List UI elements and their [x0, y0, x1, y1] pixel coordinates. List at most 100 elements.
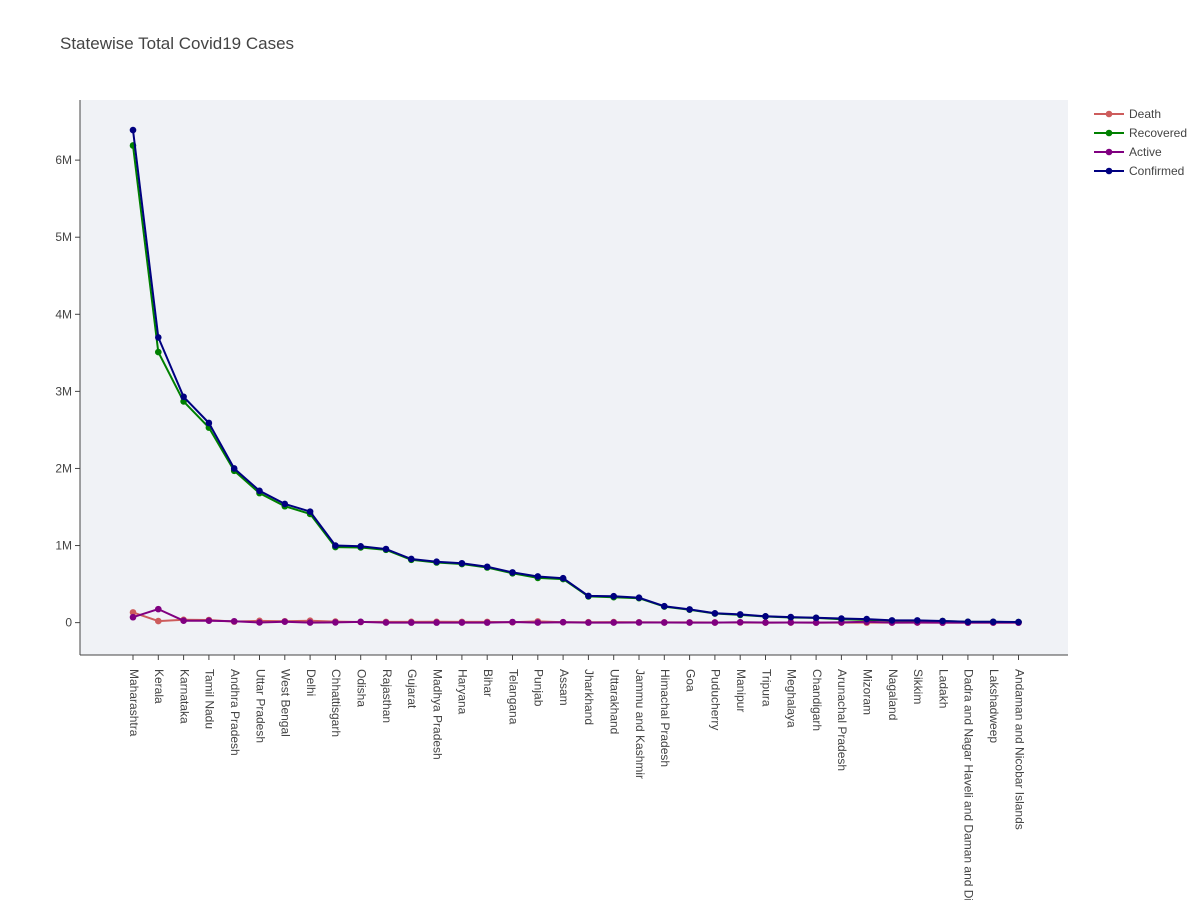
- data-point-death[interactable]: [155, 617, 162, 625]
- data-point-confirmed[interactable]: [964, 618, 972, 626]
- data-point-active[interactable]: [534, 619, 542, 626]
- data-point-confirmed[interactable]: [661, 602, 668, 610]
- data-point-death[interactable]: [129, 609, 137, 616]
- data-point-confirmed[interactable]: [129, 126, 137, 134]
- legend-item-confirmed[interactable]: Confirmed: [1094, 164, 1184, 178]
- x-tick-label: Rajasthan: [380, 669, 394, 723]
- x-tick-label: Gujarat: [405, 669, 419, 709]
- data-point-active[interactable]: [357, 618, 365, 626]
- x-tick-label: Madhya Pradesh: [430, 669, 444, 760]
- series-active: [129, 605, 1022, 626]
- data-point-confirmed[interactable]: [838, 615, 845, 622]
- data-point-confirmed[interactable]: [812, 614, 820, 622]
- data-point-confirmed[interactable]: [483, 563, 491, 571]
- data-point-confirmed[interactable]: [281, 500, 289, 508]
- data-point-active[interactable]: [180, 617, 187, 624]
- data-point-confirmed[interactable]: [610, 592, 617, 600]
- legend-swatch-marker: [1105, 148, 1113, 156]
- data-point-confirmed[interactable]: [1015, 618, 1022, 626]
- data-point-confirmed[interactable]: [332, 542, 339, 549]
- x-tick-label: Delhi: [304, 669, 318, 696]
- data-point-active[interactable]: [635, 619, 643, 626]
- data-point-active[interactable]: [281, 618, 289, 625]
- data-point-active[interactable]: [585, 619, 592, 626]
- data-point-active[interactable]: [382, 619, 390, 626]
- data-point-active[interactable]: [129, 613, 137, 621]
- x-tick-label: Haryana: [456, 669, 470, 715]
- legend-swatch-marker: [1105, 110, 1113, 118]
- data-point-active[interactable]: [787, 619, 795, 626]
- data-point-active[interactable]: [483, 619, 491, 626]
- x-tick-label: Karnataka: [177, 669, 191, 724]
- data-point-confirmed[interactable]: [534, 573, 542, 580]
- x-tick-label: Uttarakhand: [608, 669, 622, 734]
- x-tick-label: Odisha: [355, 669, 369, 707]
- y-tick-label: 1M: [55, 539, 72, 553]
- legend-label: Recovered: [1129, 126, 1187, 140]
- data-point-confirmed[interactable]: [863, 615, 870, 623]
- data-point-confirmed[interactable]: [711, 609, 719, 617]
- y-tick-label: 6M: [55, 153, 72, 167]
- data-point-confirmed[interactable]: [458, 559, 466, 567]
- data-point-active[interactable]: [610, 619, 617, 626]
- data-point-confirmed[interactable]: [939, 617, 946, 625]
- y-tick-label: 2M: [55, 461, 72, 475]
- data-point-active[interactable]: [812, 619, 820, 626]
- legend-label: Confirmed: [1129, 164, 1184, 178]
- data-point-confirmed[interactable]: [205, 419, 213, 427]
- data-point-active[interactable]: [155, 605, 162, 613]
- legend[interactable]: Death Recovered Active Confirmed: [1094, 107, 1187, 178]
- x-tick-label: Sikkim: [911, 669, 925, 704]
- data-point-active[interactable]: [458, 619, 466, 626]
- data-point-confirmed[interactable]: [914, 617, 921, 624]
- data-point-confirmed[interactable]: [989, 618, 997, 626]
- data-point-confirmed[interactable]: [433, 558, 440, 565]
- data-point-active[interactable]: [509, 618, 516, 626]
- data-point-active[interactable]: [736, 618, 744, 626]
- data-point-active[interactable]: [256, 619, 263, 626]
- data-point-confirmed[interactable]: [787, 613, 795, 621]
- plot-background: [80, 100, 1068, 655]
- legend-swatch-marker: [1105, 129, 1113, 137]
- x-tick-label: Lakshadweep: [987, 669, 1001, 743]
- data-point-active[interactable]: [686, 619, 693, 626]
- data-point-confirmed[interactable]: [762, 613, 769, 620]
- data-point-active[interactable]: [433, 619, 440, 626]
- data-point-confirmed[interactable]: [736, 611, 744, 618]
- data-point-active[interactable]: [711, 619, 719, 626]
- x-tick-label: Goa: [683, 669, 697, 692]
- legend-item-recovered[interactable]: Recovered: [1094, 126, 1187, 140]
- data-point-active[interactable]: [230, 617, 238, 625]
- data-point-confirmed[interactable]: [585, 592, 592, 600]
- data-point-active[interactable]: [762, 619, 769, 626]
- data-point-confirmed[interactable]: [888, 617, 896, 624]
- data-point-active[interactable]: [661, 619, 668, 626]
- data-point-confirmed[interactable]: [408, 555, 415, 563]
- x-tick-label: Dadra and Nagar Haveli and Daman and Diu: [962, 669, 976, 900]
- legend-item-death[interactable]: Death: [1094, 107, 1161, 121]
- x-tick-label: Tamil Nadu: [203, 669, 217, 729]
- data-point-confirmed[interactable]: [256, 487, 263, 495]
- data-point-confirmed[interactable]: [382, 545, 390, 553]
- data-point-active[interactable]: [332, 619, 339, 626]
- data-point-confirmed[interactable]: [509, 569, 516, 576]
- data-point-confirmed[interactable]: [306, 508, 314, 515]
- data-point-confirmed[interactable]: [155, 334, 162, 341]
- data-point-recovered[interactable]: [155, 348, 162, 356]
- data-point-confirmed[interactable]: [686, 606, 693, 613]
- y-tick-label: 4M: [55, 307, 72, 321]
- data-point-active[interactable]: [559, 618, 567, 626]
- data-point-active[interactable]: [205, 617, 213, 624]
- data-point-confirmed[interactable]: [559, 574, 567, 582]
- x-tick-label: Uttar Pradesh: [253, 669, 267, 743]
- data-point-confirmed[interactable]: [357, 543, 365, 550]
- data-point-confirmed[interactable]: [635, 594, 643, 602]
- data-point-confirmed[interactable]: [180, 393, 187, 401]
- data-point-active[interactable]: [408, 619, 415, 626]
- y-tick-label: 5M: [55, 230, 72, 244]
- legend-item-active[interactable]: Active: [1094, 145, 1162, 159]
- data-point-confirmed[interactable]: [230, 465, 238, 472]
- x-tick-label: Himachal Pradesh: [658, 669, 672, 767]
- data-point-active[interactable]: [306, 619, 314, 626]
